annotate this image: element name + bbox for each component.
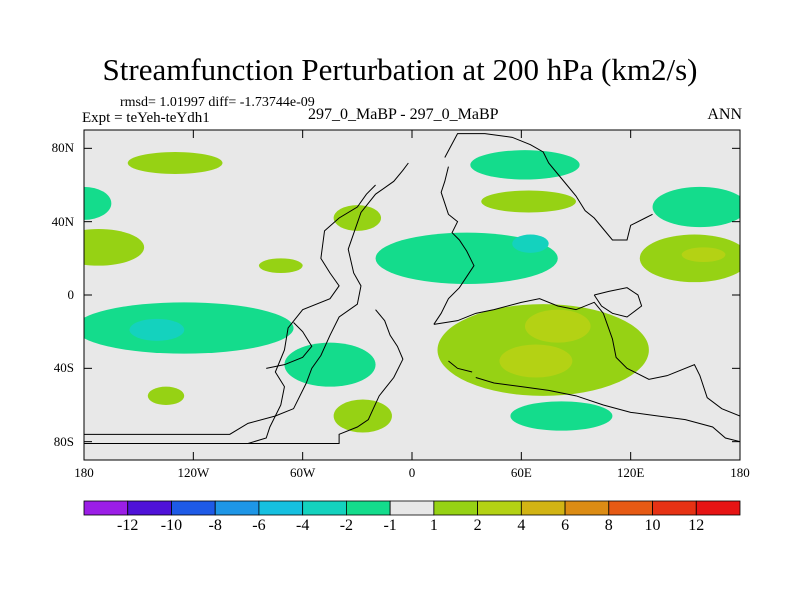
anomaly-region-3 <box>84 229 145 266</box>
x-tick-label-6: 180 <box>730 465 750 480</box>
y-tick-label-4: 80S <box>53 433 74 449</box>
colorbar-box-9 <box>477 500 522 516</box>
anomaly-region-16 <box>333 399 392 433</box>
colorbar-label-1: -10 <box>160 517 183 534</box>
colorbar-label-8: 2 <box>473 517 482 534</box>
anomaly-region-2 <box>84 186 112 220</box>
coastline-10 <box>593 287 643 318</box>
colorbar-box-10 <box>520 500 566 516</box>
y-tick-label-2: 0 <box>67 287 75 302</box>
colorbar-box-0 <box>83 500 129 516</box>
colorbar-label-3: -6 <box>252 517 266 534</box>
stats-label: rmsd= 1.01997 diff= -1.73744e-09 <box>120 95 315 110</box>
colorbar-label-2: -8 <box>208 517 222 534</box>
anomaly-field <box>84 150 740 433</box>
colorbar-label-0: -12 <box>117 517 139 534</box>
x-tick-label-1: 120W <box>177 465 210 480</box>
colorbar-box-11 <box>564 500 610 516</box>
anomaly-region-14 <box>129 318 185 341</box>
colorbar <box>83 500 741 516</box>
anomaly-region-20 <box>510 401 613 431</box>
anomaly-region-4 <box>333 205 382 231</box>
anomaly-region-1 <box>470 150 580 180</box>
colorbar-label-5: -2 <box>339 517 354 534</box>
anomaly-region-19 <box>499 344 573 378</box>
anomaly-region-7 <box>652 186 740 228</box>
coastline-6 <box>433 298 604 325</box>
coastline-9 <box>448 360 473 373</box>
coastline-5 <box>433 166 475 325</box>
coastline-8 <box>475 377 740 443</box>
x-tick-label-4: 60E <box>510 465 532 480</box>
map-background <box>84 130 740 460</box>
anomaly-region-0 <box>127 152 223 174</box>
anomaly-region-10 <box>375 232 558 284</box>
colorbar-box-4 <box>258 500 304 516</box>
x-tick-label-5: 120E <box>616 465 645 480</box>
x-tick-label-0: 180 <box>74 465 94 480</box>
colorbar-box-7 <box>389 500 435 516</box>
chart-title: Streamfunction Perturbation at 200 hPa (… <box>102 52 698 87</box>
anomaly-region-11 <box>512 234 549 253</box>
colorbar-box-1 <box>127 500 172 516</box>
coastline-7 <box>602 313 740 417</box>
colorbar-box-5 <box>302 500 347 516</box>
anomaly-region-12 <box>84 302 294 354</box>
coastline-1 <box>84 184 376 444</box>
case-label: 297_0_MaBP - 297_0_MaBP <box>308 106 499 123</box>
coastline-overlay <box>84 133 740 444</box>
colorbar-label-10: 6 <box>561 517 570 534</box>
y-axis-ticks <box>84 147 740 443</box>
y-tick-label-0: 80N <box>51 140 74 156</box>
coastline-4 <box>444 133 653 241</box>
x-tick-label-3: 0 <box>408 465 416 480</box>
colorbar-label-13: 12 <box>688 517 705 534</box>
x-tick-label-2: 60W <box>290 465 316 480</box>
colorbar-label-4: -4 <box>295 517 310 534</box>
coastline-3 <box>266 322 313 369</box>
colorbar-box-3 <box>214 500 260 516</box>
x-axis-ticks <box>83 130 741 460</box>
colorbar-label-7: 1 <box>429 517 438 534</box>
anomaly-region-18 <box>524 309 591 343</box>
colorbar-box-12 <box>608 500 653 516</box>
colorbar-box-8 <box>433 500 479 516</box>
anomaly-region-13 <box>284 342 376 387</box>
anomaly-region-9 <box>681 247 726 262</box>
colorbar-box-2 <box>171 500 216 516</box>
y-tick-label-3: 40S <box>53 360 74 376</box>
coastline-2 <box>248 309 404 444</box>
colorbar-label-11: 8 <box>604 517 613 534</box>
anomaly-region-6 <box>481 190 576 213</box>
colorbar-box-6 <box>345 500 391 516</box>
y-tick-label-1: 40N <box>51 213 74 229</box>
colorbar-box-14 <box>695 500 741 516</box>
colorbar-label-12: 10 <box>644 517 661 534</box>
season-label: ANN <box>707 106 742 123</box>
map-layer <box>83 129 741 461</box>
colorbar-label-9: 4 <box>517 517 526 534</box>
colorbar-box-13 <box>652 500 697 516</box>
anomaly-region-15 <box>147 386 185 406</box>
colorbar-label-6: -1 <box>383 517 397 534</box>
anomaly-region-5 <box>258 258 303 273</box>
experiment-label: Expt = teYeh-teYdh1 <box>82 110 210 126</box>
